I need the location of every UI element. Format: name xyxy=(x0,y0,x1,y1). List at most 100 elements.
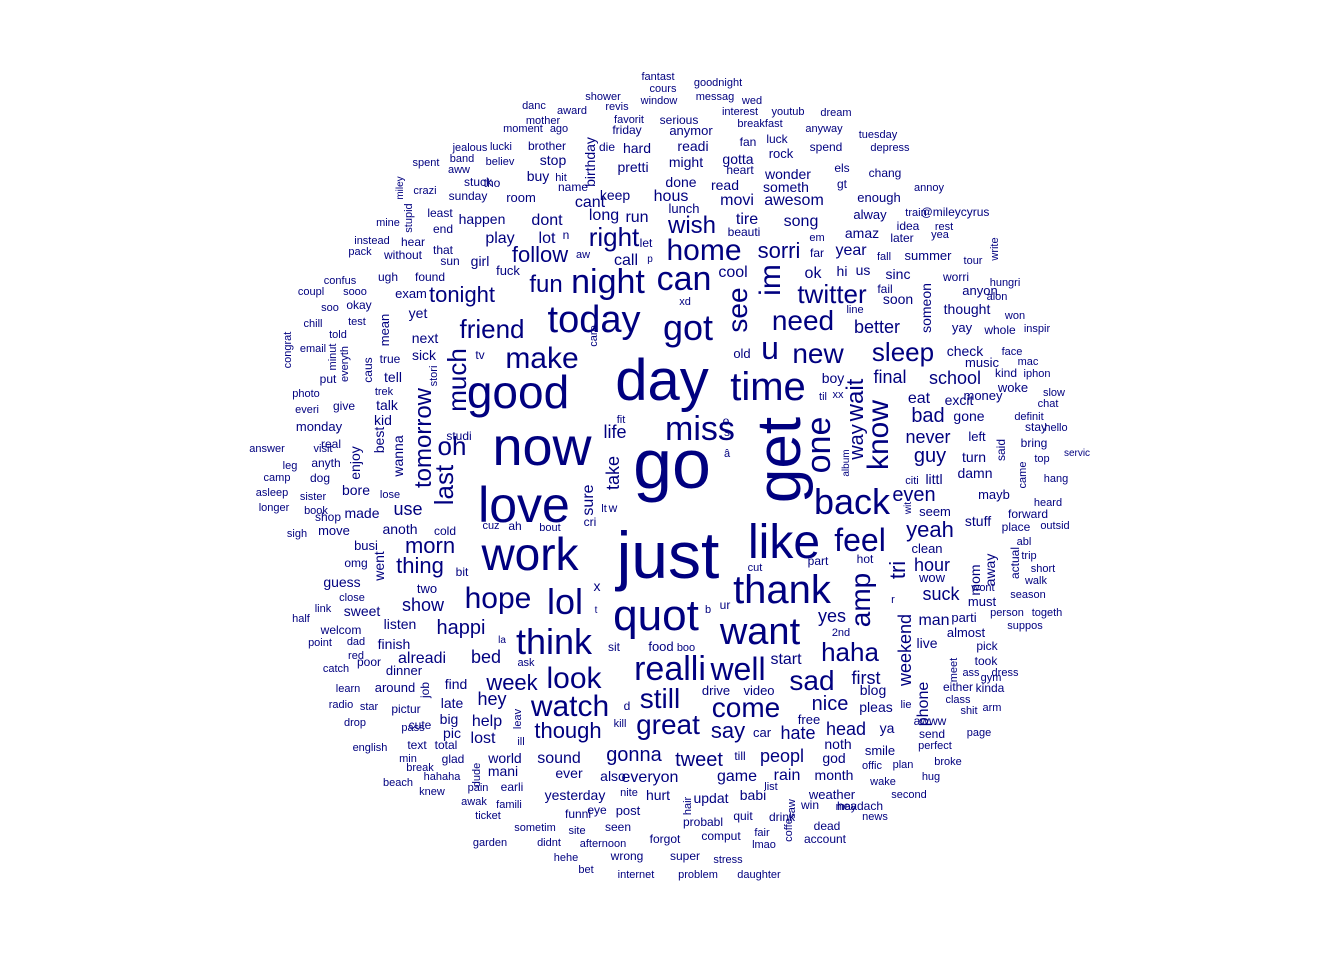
word-gym: gym xyxy=(981,672,1002,684)
word-today: today xyxy=(548,299,641,341)
word-must: must xyxy=(968,594,997,609)
word-game: game xyxy=(717,768,757,785)
word-nice: nice xyxy=(812,693,849,715)
word-woke: woke xyxy=(997,380,1028,395)
word-aww: aww xyxy=(448,164,470,176)
word-em: em xyxy=(809,232,824,244)
word-cant: cant xyxy=(575,194,606,211)
word-minut: minut xyxy=(327,344,339,371)
word-chat: chat xyxy=(1038,398,1059,410)
word-run: run xyxy=(625,209,648,226)
word-fun: fun xyxy=(529,271,562,298)
word-mani: mani xyxy=(488,763,518,779)
word-definit: definit xyxy=(1014,411,1043,423)
word-catch: catch xyxy=(323,663,349,675)
word-hehe: hehe xyxy=(554,852,578,864)
word-wonder: wonder xyxy=(764,166,811,182)
word-gt: gt xyxy=(837,177,848,191)
word-alreadi: alreadi xyxy=(398,650,446,667)
word-sweet: sweet xyxy=(344,603,381,619)
word-money: money xyxy=(963,388,1003,403)
word-hahaha: hahaha xyxy=(424,771,462,783)
word-clean: clean xyxy=(911,541,942,556)
word-cute: cute xyxy=(409,718,432,732)
word-jealous: jealous xyxy=(452,142,488,154)
word-care: care xyxy=(588,325,600,346)
word-sit: sit xyxy=(608,640,621,654)
word-hello: hello xyxy=(1044,422,1067,434)
word-wow: wow xyxy=(918,570,946,585)
word-realli: realli xyxy=(634,650,706,688)
word-quot: quot xyxy=(613,591,699,640)
word-fan: fan xyxy=(740,135,757,149)
word-write: write xyxy=(989,237,1001,261)
word-late: late xyxy=(441,695,464,711)
word-suppos: suppos xyxy=(1007,620,1043,632)
word-won: won xyxy=(1004,310,1025,322)
word-short: short xyxy=(1031,563,1055,575)
word-awww: awww xyxy=(914,714,947,728)
word-sooo: sooo xyxy=(343,286,367,298)
word-luck: luck xyxy=(766,132,788,146)
word-use: use xyxy=(393,499,422,519)
word-hous: hous xyxy=(654,188,689,205)
word-heard: heard xyxy=(1034,497,1062,509)
word-asleep: asleep xyxy=(256,487,288,499)
word-problem: problem xyxy=(678,869,718,881)
word-bit: bit xyxy=(456,565,469,579)
word-oh: oh xyxy=(438,431,467,461)
word-well: well xyxy=(709,651,765,687)
word-also: also xyxy=(600,768,626,784)
word-gone: gone xyxy=(953,408,984,424)
word-comput: comput xyxy=(701,829,741,843)
word-hug: hug xyxy=(922,771,940,783)
word-play: play xyxy=(485,230,514,247)
word-congrat: congrat xyxy=(282,332,294,369)
word-learn: learn xyxy=(336,683,360,695)
word-gotta: gotta xyxy=(722,151,753,167)
word-cri: cri xyxy=(584,515,597,529)
word-plan: plan xyxy=(893,759,914,771)
word-make: make xyxy=(505,342,578,375)
word-yesterday: yesterday xyxy=(545,787,606,803)
word-win: win xyxy=(800,798,819,812)
word-far: far xyxy=(810,246,824,260)
word-total: total xyxy=(435,738,458,752)
word-face: face xyxy=(1002,346,1023,358)
word-turn: turn xyxy=(962,449,986,465)
word-that: that xyxy=(433,243,454,257)
word-band: band xyxy=(450,153,474,165)
word-thank: thank xyxy=(733,568,832,612)
word-mom: mom xyxy=(967,564,983,595)
word-talk: talk xyxy=(376,397,399,413)
word-hear: hear xyxy=(401,235,425,249)
word-keep: keep xyxy=(600,187,631,203)
word-parti: parti xyxy=(951,610,976,625)
word-test: test xyxy=(348,316,366,328)
word-video: video xyxy=(743,683,774,698)
word-post: post xyxy=(616,803,641,818)
word-good: good xyxy=(467,366,569,418)
word-man: man xyxy=(918,612,949,629)
word-tour: tour xyxy=(964,255,983,267)
word-know: know xyxy=(862,400,895,470)
word-place: place xyxy=(1002,520,1031,534)
word-happen: happen xyxy=(459,211,506,227)
word-alway: alway xyxy=(853,207,887,222)
word-nite: nite xyxy=(620,787,638,799)
word-real: real xyxy=(321,437,341,451)
word-let: let xyxy=(640,236,653,250)
word-r: r xyxy=(891,594,895,606)
word-guy: guy xyxy=(914,445,946,467)
word-best: best xyxy=(371,427,387,454)
word-weather: weather xyxy=(808,787,856,802)
word-feel: feel xyxy=(834,522,886,558)
word-leg: leg xyxy=(283,460,298,472)
word-glad: glad xyxy=(442,752,465,766)
word-b: b xyxy=(705,604,711,616)
word-studi: studi xyxy=(446,429,471,443)
word-togeth: togeth xyxy=(1032,607,1063,619)
word-left: left xyxy=(968,429,986,444)
word-hurt: hurt xyxy=(646,787,670,803)
word-youtub: youtub xyxy=(771,106,804,118)
